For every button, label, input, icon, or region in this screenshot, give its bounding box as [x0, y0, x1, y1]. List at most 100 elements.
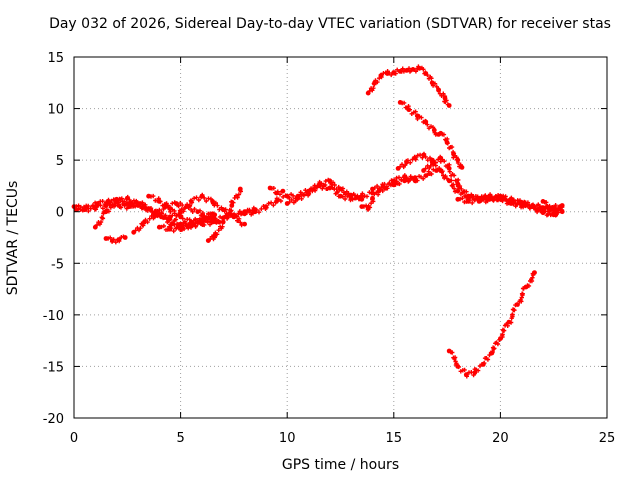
- data-point: [450, 350, 455, 355]
- data-point: [526, 283, 532, 289]
- data-point: [511, 198, 516, 203]
- data-point: [482, 360, 487, 366]
- data-point: [223, 207, 228, 212]
- data-point: [416, 64, 421, 69]
- data-point: [400, 66, 405, 71]
- y-tick-label: 5: [56, 154, 64, 169]
- data-point: [456, 364, 461, 370]
- data-point: [183, 205, 188, 210]
- data-point: [200, 192, 205, 198]
- data-point: [488, 195, 494, 201]
- data-point: [236, 192, 242, 197]
- data-point: [447, 169, 452, 174]
- data-point: [326, 177, 331, 183]
- data-point: [369, 190, 374, 196]
- data-point: [451, 186, 457, 191]
- data-point: [558, 208, 563, 213]
- data-point: [420, 155, 425, 160]
- data-point: [220, 224, 225, 229]
- data-point: [455, 196, 461, 202]
- data-point: [266, 201, 271, 206]
- data-point: [457, 183, 463, 189]
- data-point: [425, 158, 430, 163]
- data-point: [365, 207, 371, 212]
- data-point: [464, 189, 469, 194]
- data-point: [86, 203, 91, 209]
- data-point: [172, 211, 177, 216]
- data-point: [380, 188, 385, 194]
- data-point: [425, 173, 430, 178]
- data-point: [470, 200, 475, 206]
- data-point: [180, 216, 185, 221]
- data-point: [193, 224, 198, 229]
- data-point: [187, 217, 192, 222]
- data-point: [530, 272, 536, 278]
- series-s23: [446, 270, 537, 379]
- data-point: [114, 198, 119, 203]
- y-tick-label: 10: [47, 103, 64, 118]
- data-point: [187, 203, 193, 208]
- data-point: [442, 159, 447, 164]
- data-point: [178, 213, 184, 218]
- data-point: [434, 84, 439, 89]
- data-point: [359, 196, 365, 202]
- data-point: [332, 182, 337, 188]
- data-point: [440, 169, 445, 174]
- grid-lines: [74, 57, 607, 418]
- data-point: [458, 162, 463, 167]
- data-point: [273, 200, 278, 205]
- data-point: [449, 144, 455, 150]
- data-point: [210, 211, 216, 217]
- data-point: [208, 196, 214, 202]
- data-point: [395, 67, 400, 72]
- data-point: [415, 178, 420, 183]
- data-point: [244, 210, 250, 215]
- data-point: [442, 94, 448, 99]
- data-point: [259, 206, 264, 212]
- data-point: [165, 227, 170, 232]
- data-point: [421, 67, 426, 72]
- data-point: [481, 196, 486, 201]
- data-point: [118, 205, 124, 210]
- data-point: [204, 198, 209, 204]
- data-point: [389, 72, 394, 78]
- data-point: [441, 91, 446, 96]
- data-point: [117, 238, 122, 244]
- data-point: [415, 116, 420, 122]
- data-point: [113, 240, 118, 245]
- data-point: [88, 206, 93, 211]
- data-point: [275, 189, 280, 194]
- data-point: [367, 205, 373, 210]
- data-point: [393, 71, 398, 76]
- data-point: [475, 368, 481, 373]
- data-point: [93, 207, 99, 212]
- data-point: [196, 197, 201, 203]
- data-point: [454, 361, 459, 366]
- data-point: [100, 206, 106, 211]
- data-point: [306, 191, 312, 197]
- data-point: [192, 206, 197, 212]
- data-point: [449, 178, 454, 183]
- data-point: [490, 349, 495, 355]
- data-point: [216, 228, 221, 233]
- data-point: [372, 185, 377, 191]
- data-point: [407, 107, 412, 112]
- data-point: [102, 202, 108, 207]
- data-point: [145, 219, 150, 225]
- data-point: [314, 185, 320, 190]
- data-point: [159, 224, 164, 230]
- data-point: [437, 166, 442, 171]
- data-point: [247, 209, 252, 214]
- data-point: [213, 200, 218, 206]
- data-point: [375, 192, 381, 197]
- y-tick-label: -20: [43, 412, 64, 427]
- data-point: [154, 198, 160, 203]
- data-point: [451, 173, 457, 178]
- data-point: [433, 132, 438, 137]
- data-point: [429, 171, 434, 177]
- data-point: [441, 132, 447, 137]
- data-point: [125, 194, 130, 200]
- data-point: [527, 205, 532, 211]
- data-point: [445, 136, 450, 142]
